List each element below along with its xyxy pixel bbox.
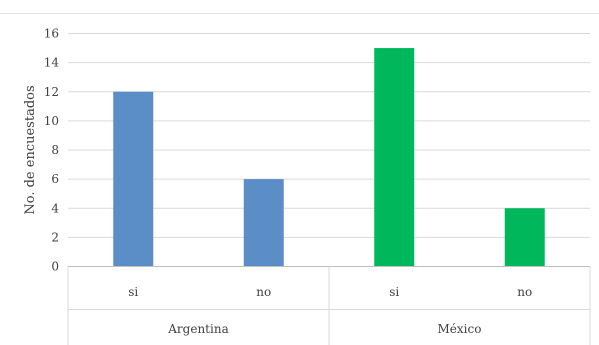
bar (374, 48, 415, 267)
y-tick-label: 8 (51, 143, 59, 157)
x-category-label: no (256, 285, 271, 299)
y-tick-label: 16 (44, 27, 59, 41)
bar (243, 179, 284, 267)
x-category-label: si (128, 285, 138, 299)
y-tick-label: 10 (44, 114, 59, 128)
x-axis: si no Argentina si no México (67, 266, 591, 345)
bar (504, 208, 545, 267)
gridlines (68, 33, 590, 238)
y-tick-label: 12 (44, 85, 59, 99)
y-tick-label: 4 (51, 201, 59, 215)
y-tick-label: 14 (44, 56, 60, 70)
y-tick-label: 6 (51, 172, 59, 186)
x-category-label: si (389, 285, 399, 299)
y-axis-ticks: 0 2 4 6 8 10 12 14 16 (44, 27, 60, 274)
bar (113, 91, 154, 267)
bars (113, 48, 545, 267)
x-category-label: no (517, 285, 532, 299)
y-axis-label: No. de encuestados (23, 85, 38, 214)
y-tick-label: 0 (51, 260, 59, 274)
y-tick-label: 2 (51, 230, 59, 244)
x-group-label: Argentina (167, 322, 228, 336)
x-group-label: México (438, 322, 482, 336)
